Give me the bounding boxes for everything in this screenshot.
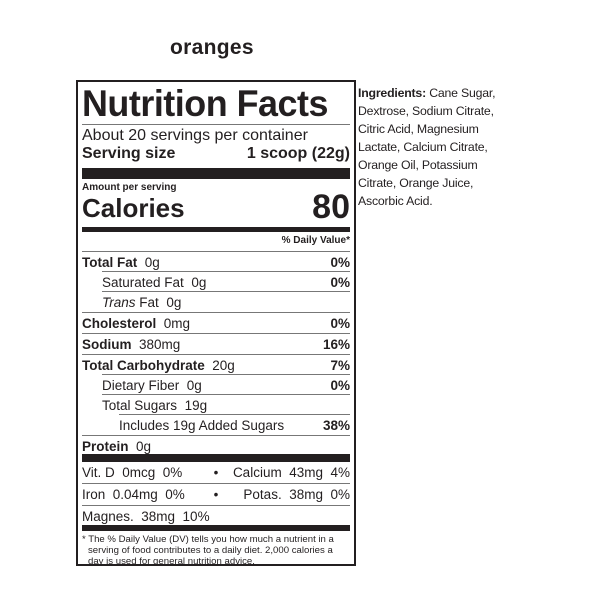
nutrient-name: Includes 19g Added Sugars [119, 417, 285, 433]
nutrient-daily-value: 0% [330, 254, 350, 270]
divider [82, 124, 350, 125]
nutrition-facts-label: Nutrition Facts About 20 servings per co… [76, 80, 356, 567]
vitamin-right: Potas. 38mg 0% [243, 487, 350, 502]
nutrient-row: Total Fat 0g 0% [82, 251, 350, 272]
vitamin-left: Vit. D 0mcg 0% [82, 465, 183, 480]
amount-per-serving: Amount per serving [82, 182, 177, 193]
medium-divider [82, 525, 350, 531]
calories-row: Calories 80 [82, 190, 350, 224]
vitamin-right: Calcium 43mg 4% [232, 465, 350, 480]
nutrient-row: Sodium 380mg 16% [82, 333, 350, 354]
nutrient-name: Cholesterol [82, 315, 157, 331]
nutrient-row: Saturated Fat 0g 0% [82, 271, 350, 292]
vitamin-row: Iron 0.04mg 0% • Potas. 38mg 0% [82, 483, 350, 505]
nutrient-amount: 20g [212, 357, 235, 373]
nutrient-row: Total Sugars 19g [82, 394, 350, 415]
nutrient-name-suffix: Fat [139, 294, 159, 310]
nutrient-daily-value: 0% [330, 315, 350, 331]
calories-label: Calories [82, 193, 185, 223]
nutrient-daily-value: 7% [330, 357, 350, 373]
nutrient-amount: 0mg [163, 315, 191, 331]
nutrient-name: Total Sugars [102, 397, 178, 413]
footnote: * The % Daily Value (DV) tells you how m… [82, 534, 334, 567]
vitamin-left: Iron 0.04mg 0% [82, 487, 185, 502]
thick-divider [82, 168, 350, 179]
nutrient-daily-value: 0% [330, 377, 350, 393]
nutrient-amount: 0g [191, 274, 207, 290]
nutrient-name: Protein [82, 438, 129, 454]
nutrient-row: Trans Fat 0g [82, 291, 350, 312]
nutrient-name: Trans [102, 294, 136, 310]
serving-size-label: Serving size [82, 145, 176, 162]
calories-value: 80 [312, 188, 350, 226]
nutrient-row: Dietary Fiber 0g 0% [82, 374, 350, 395]
nutrient-amount: 0g [136, 438, 152, 454]
nutrient-name: Total Carbohydrate [82, 357, 205, 373]
nutrient-amount: 0g [186, 377, 202, 393]
nutrient-row: Total Carbohydrate 20g 7% [82, 354, 350, 375]
separator-dot: • [213, 465, 219, 480]
vitamin-left: Magnes. 38mg 10% [82, 509, 210, 524]
servings-per-container: About 20 servings per container [82, 127, 308, 144]
daily-value-header: % Daily Value* [281, 235, 350, 246]
nutrient-row: Includes 19g Added Sugars 38% [82, 414, 350, 435]
nutrient-name: Saturated Fat [102, 274, 184, 290]
medium-divider [82, 227, 350, 232]
nutrient-amount: 0g [144, 254, 160, 270]
nutrients-list: Total Fat 0g 0% Saturated Fat 0g 0% Trans Fa… [82, 251, 350, 456]
vitamins-list: Vit. D 0mcg 0% • Calcium 43mg 4% Iron 0.04m… [82, 462, 350, 527]
nutrient-amount: 19g [184, 397, 208, 413]
vitamin-row: Vit. D 0mcg 0% • Calcium 43mg 4% [82, 462, 350, 483]
nutrient-daily-value: 0% [330, 274, 350, 290]
serving-size-value: 1 scoop (22g) [246, 145, 350, 162]
nutrient-name: Dietary Fiber [102, 377, 180, 393]
ingredients: Ingredients: Cane Sugar, Dextrose, Sodiu… [358, 84, 518, 210]
thick-divider [82, 454, 350, 462]
separator-dot: • [213, 487, 219, 502]
nutrient-name: Sodium [82, 336, 132, 352]
nutrient-row: Protein 0g [82, 435, 350, 456]
vitamin-row: Magnes. 38mg 10% [82, 505, 350, 527]
nutrient-daily-value: 16% [322, 336, 350, 352]
nutrient-name: Total Fat [82, 254, 138, 270]
nutrient-daily-value: 38% [322, 417, 350, 433]
nutrient-amount: 380mg [139, 336, 181, 352]
product-name: oranges [170, 36, 254, 59]
ingredients-text: Cane Sugar, Dextrose, Sodium Citrate, Ci… [358, 86, 496, 208]
serving-size-row: Serving size 1 scoop (22g) [82, 145, 350, 163]
label-title: Nutrition Facts [82, 83, 328, 124]
nutrient-row: Cholesterol 0mg 0% [82, 312, 350, 333]
ingredients-label: Ingredients: [358, 86, 426, 100]
nutrient-amount: 0g [166, 294, 182, 310]
